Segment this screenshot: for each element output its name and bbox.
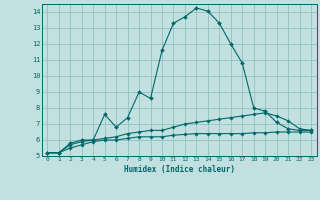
X-axis label: Humidex (Indice chaleur): Humidex (Indice chaleur) <box>124 165 235 174</box>
